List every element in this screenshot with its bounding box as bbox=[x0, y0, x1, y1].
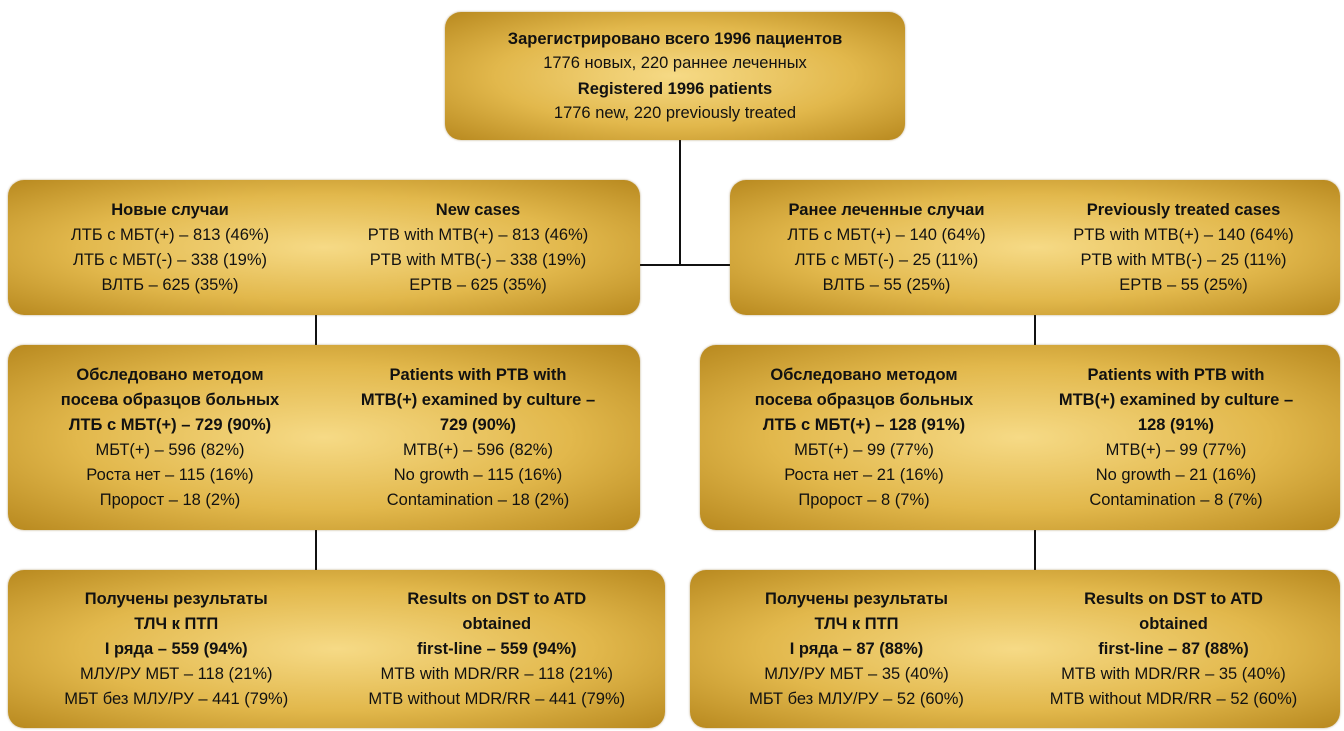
text-line: Contamination – 8 (7%) bbox=[1089, 490, 1263, 509]
heading-line: Обследовано методом bbox=[76, 365, 264, 384]
culture-prev-box: Обследовано методом посева образцов больн… bbox=[700, 345, 1340, 530]
text-line: MTB with MDR/RR – 118 (21%) bbox=[380, 664, 614, 683]
text-line: MTB(+) – 596 (82%) bbox=[403, 440, 553, 459]
heading-line: MTB(+) examined by culture – bbox=[360, 390, 596, 409]
heading-line: MTB(+) examined by culture – bbox=[1058, 390, 1294, 409]
heading-line: посева образцов больных bbox=[754, 390, 974, 409]
heading-line: Получены результаты bbox=[84, 589, 268, 608]
heading-line: Обследовано методом bbox=[770, 365, 958, 384]
heading-line: Results on DST to ATD bbox=[1084, 589, 1263, 608]
heading-line: New cases bbox=[435, 200, 521, 219]
heading-line: first-line – 87 (88%) bbox=[1098, 639, 1249, 658]
dst-new-box: Получены результаты ТЛЧ к ПТП I ряда – 559… bbox=[8, 570, 665, 728]
text-line: MTB(+) – 99 (77%) bbox=[1105, 440, 1247, 459]
heading-line: Новые случаи bbox=[111, 200, 229, 219]
registered-box: Зарегистрировано всего 1996 пациентов 177… bbox=[445, 12, 905, 140]
heading-line: ТЛЧ к ПТП bbox=[134, 614, 219, 633]
text-column: Registered 1996 patients 1776 new, 220 pr… bbox=[453, 77, 897, 125]
dst-prev-box: Получены результаты ТЛЧ к ПТП I ряда – 87 … bbox=[690, 570, 1340, 728]
text-line: EPTB – 55 (25%) bbox=[1119, 275, 1248, 294]
heading-line: Registered 1996 patients bbox=[577, 80, 773, 98]
text-line: PTB with MTB(-) – 338 (19%) bbox=[369, 250, 587, 269]
text-line: ЛТБ с МБТ(+) – 140 (64%) bbox=[787, 225, 986, 244]
heading-line: ТЛЧ к ПТП bbox=[814, 614, 899, 633]
heading-line: Results on DST to ATD bbox=[407, 589, 587, 608]
heading-line: Зарегистрировано всего 1996 пациентов bbox=[507, 30, 843, 48]
new-cases-box: Новые случаи ЛТБ с МБТ(+) – 813 (46%) ЛТБ … bbox=[8, 180, 640, 315]
text-line: PTB with MTB(-) – 25 (11%) bbox=[1080, 250, 1287, 269]
text-column: Patients with PTB with MTB(+) examined by… bbox=[1020, 351, 1332, 524]
text-line: МЛУ/РУ МБТ – 35 (40%) bbox=[764, 664, 949, 683]
heading-line: Ранее леченные случаи bbox=[788, 200, 985, 219]
text-line: ВЛТБ – 625 (35%) bbox=[101, 275, 239, 294]
heading-line: Patients with PTB with bbox=[1087, 365, 1265, 384]
heading-line: first-line – 559 (94%) bbox=[416, 639, 577, 658]
text-column: Results on DST to ATD obtained first-line … bbox=[1015, 576, 1332, 722]
text-line: PTB with MTB(+) – 140 (64%) bbox=[1073, 225, 1294, 244]
heading-line: I ряда – 559 (94%) bbox=[104, 639, 248, 658]
heading-line: obtained bbox=[462, 614, 532, 633]
text-line: Роста нет – 21 (16%) bbox=[784, 465, 944, 484]
text-column: Ранее леченные случаи ЛТБ с МБТ(+) – 140 … bbox=[738, 186, 1035, 309]
text-line: 1776 new, 220 previously treated bbox=[553, 104, 797, 122]
heading-line: Previously treated cases bbox=[1086, 200, 1281, 219]
text-column: Зарегистрировано всего 1996 пациентов 177… bbox=[453, 27, 897, 75]
heading-line: ЛТБ с МБТ(+) – 729 (90%) bbox=[68, 415, 272, 434]
text-column: Results on DST to ATD obtained first-line … bbox=[337, 576, 658, 722]
text-column: Patients with PTB with MTB(+) examined by… bbox=[324, 351, 632, 524]
text-line: МБТ без МЛУ/РУ – 441 (79%) bbox=[64, 689, 289, 708]
text-column: Получены результаты ТЛЧ к ПТП I ряда – 559… bbox=[16, 576, 337, 722]
heading-line: посева образцов больных bbox=[60, 390, 280, 409]
text-line: Пророст – 8 (7%) bbox=[798, 490, 930, 509]
heading-line: Получены результаты bbox=[765, 589, 948, 608]
heading-line: obtained bbox=[1139, 614, 1208, 633]
heading-line: ЛТБ с МБТ(+) – 128 (91%) bbox=[762, 415, 966, 434]
heading-line: 729 (90%) bbox=[439, 415, 517, 434]
text-line: МЛУ/РУ МБТ – 118 (21%) bbox=[79, 664, 273, 683]
text-line: МБТ(+) – 99 (77%) bbox=[794, 440, 934, 459]
heading-line: Patients with PTB with bbox=[389, 365, 567, 384]
text-column: Previously treated cases PTB with MTB(+) … bbox=[1035, 186, 1332, 309]
text-line: MTB without MDR/RR – 441 (79%) bbox=[368, 689, 626, 708]
text-line: No growth – 115 (16%) bbox=[393, 465, 563, 484]
text-line: Contamination – 18 (2%) bbox=[386, 490, 570, 509]
culture-new-box: Обследовано методом посева образцов больн… bbox=[8, 345, 640, 530]
heading-line: I ряда – 87 (88%) bbox=[789, 639, 924, 658]
text-line: EPTB – 625 (35%) bbox=[409, 275, 547, 294]
text-line: Роста нет – 115 (16%) bbox=[86, 465, 254, 484]
text-column: Обследовано методом посева образцов больн… bbox=[16, 351, 324, 524]
heading-line: 128 (91%) bbox=[1137, 415, 1215, 434]
text-line: ЛТБ с МБТ(+) – 813 (46%) bbox=[70, 225, 270, 244]
text-line: PTB with MTB(+) – 813 (46%) bbox=[367, 225, 589, 244]
text-line: MTB without MDR/RR – 52 (60%) bbox=[1049, 689, 1298, 708]
text-line: 1776 новых, 220 раннее леченных bbox=[543, 54, 807, 72]
text-line: No growth – 21 (16%) bbox=[1095, 465, 1257, 484]
text-line: МБТ без МЛУ/РУ – 52 (60%) bbox=[749, 689, 964, 708]
text-line: Пророст – 18 (2%) bbox=[99, 490, 241, 509]
text-line: ЛТБ с МБТ(-) – 25 (11%) bbox=[794, 250, 979, 269]
text-column: Новые случаи ЛТБ с МБТ(+) – 813 (46%) ЛТБ … bbox=[16, 186, 324, 309]
text-column: New cases PTB with MTB(+) – 813 (46%) PTB … bbox=[324, 186, 632, 309]
previously-treated-box: Ранее леченные случаи ЛТБ с МБТ(+) – 140 … bbox=[730, 180, 1340, 315]
text-column: Получены результаты ТЛЧ к ПТП I ряда – 87 … bbox=[698, 576, 1015, 722]
text-line: МБТ(+) – 596 (82%) bbox=[95, 440, 245, 459]
text-line: ВЛТБ – 55 (25%) bbox=[822, 275, 951, 294]
text-line: MTB with MDR/RR – 35 (40%) bbox=[1061, 664, 1286, 683]
text-column: Обследовано методом посева образцов больн… bbox=[708, 351, 1020, 524]
text-line: ЛТБ с МБТ(-) – 338 (19%) bbox=[72, 250, 268, 269]
